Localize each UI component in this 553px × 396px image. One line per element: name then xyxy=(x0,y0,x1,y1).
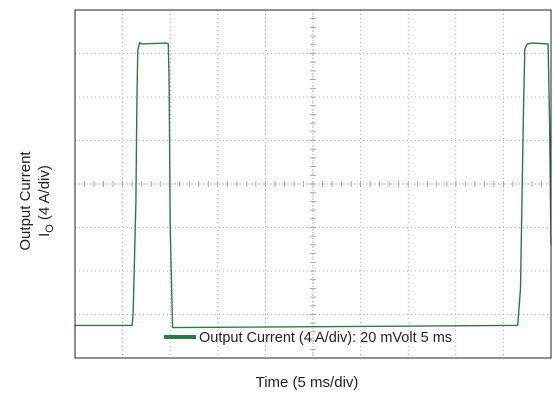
x-axis-label: Time (5 ms/div) xyxy=(256,374,359,391)
series-line xyxy=(75,41,552,329)
y-axis-label-symbol: I xyxy=(36,233,53,237)
y-axis-label: Output Current IO (4 A/div) xyxy=(17,151,56,251)
legend-label: Output Current (4 A/div): 20 mVolt 5 ms xyxy=(199,330,452,346)
y-axis-label-unit: (4 A/div) xyxy=(36,165,53,220)
y-axis-label-subscript: O xyxy=(44,224,56,233)
trace-layer xyxy=(75,41,552,329)
plot-frame xyxy=(74,9,552,359)
y-axis-label-line2: IO (4 A/div) xyxy=(36,165,56,237)
grid xyxy=(74,9,552,359)
legend: Output Current (4 A/div): 20 mVolt 5 ms xyxy=(164,330,452,346)
y-axis-label-line1: Output Current xyxy=(17,151,34,251)
